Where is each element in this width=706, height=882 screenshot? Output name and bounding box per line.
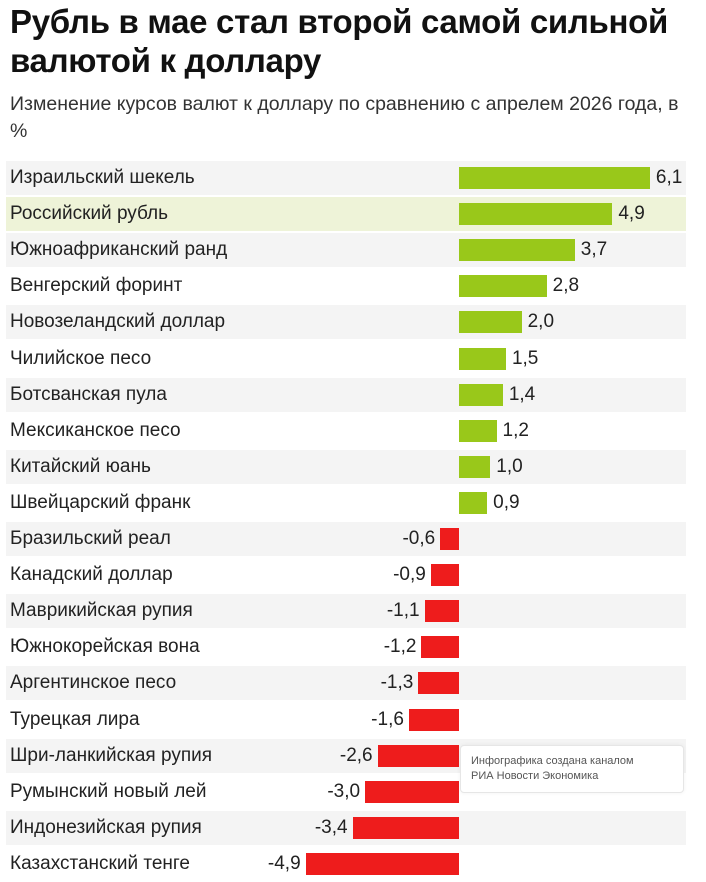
value-label: 1,5 <box>511 347 539 369</box>
category-label: Ботсванская пула <box>10 383 167 405</box>
value-label: 3,7 <box>580 239 608 261</box>
category-label: Индонезийская рупия <box>10 816 202 838</box>
bar <box>459 347 506 370</box>
category-label: Шри-ланкийская рупия <box>10 744 213 766</box>
chart-row-bg <box>6 377 686 412</box>
value-label: -3,4 <box>314 816 348 838</box>
value-label: -1,6 <box>371 708 404 730</box>
category-label: Аргентинское песо <box>10 672 177 694</box>
category-label: Венгерский форинт <box>10 275 183 297</box>
value-label: 1,0 <box>496 455 523 477</box>
category-label: Канадский доллар <box>10 564 173 586</box>
bar <box>440 528 459 550</box>
category-label: Южноафриканский ранд <box>10 239 228 261</box>
bar <box>305 852 459 875</box>
bar <box>459 311 522 334</box>
value-label: 0,9 <box>493 491 520 513</box>
chart-row-bg <box>6 449 686 484</box>
value-label: 2,0 <box>527 311 555 333</box>
chart-subtitle: Изменение курсов валют к доллару по срав… <box>10 93 679 142</box>
category-label: Бразильский реал <box>10 528 171 549</box>
credit-line-1: Инфографика создана каналом <box>471 755 634 767</box>
category-label: Новозеландский доллар <box>10 311 226 333</box>
bar <box>424 600 459 623</box>
category-label: Южнокорейская вона <box>10 636 200 658</box>
category-label: Китайский юань <box>10 455 151 477</box>
bar <box>459 383 503 406</box>
bar <box>408 708 459 731</box>
category-label: Турецкая лира <box>10 708 140 730</box>
value-label: 1,2 <box>502 419 529 441</box>
bar <box>418 672 459 695</box>
category-label: Чилийское песо <box>10 347 152 369</box>
category-label: Швейцарский франк <box>10 491 191 513</box>
bar <box>459 203 613 226</box>
chart-row-bg <box>6 522 686 556</box>
value-label: -1,1 <box>386 600 420 622</box>
value-label: -4,9 <box>267 852 301 874</box>
bar <box>377 744 459 767</box>
chart-title: Рубль в мае стал второй самой сильной ва… <box>10 3 669 79</box>
bar <box>459 419 497 442</box>
chart-row-bg <box>6 594 686 629</box>
bar <box>430 564 459 587</box>
value-label: -1,3 <box>380 672 414 694</box>
bar <box>459 167 650 189</box>
bar <box>459 455 491 478</box>
bar-chart: Израильский шекель 6,1 Российский рубль 4,9… <box>0 160 706 882</box>
value-label: 6,1 <box>655 167 683 188</box>
bar <box>459 275 547 298</box>
category-label: Казахстанский тенге <box>10 852 190 874</box>
value-label: 4,9 <box>618 203 645 225</box>
category-label: Мексиканское песо <box>10 419 181 441</box>
value-label: 1,4 <box>508 383 536 405</box>
value-label: -3,0 <box>327 780 361 802</box>
chart-row-bg <box>6 305 686 340</box>
category-label: Израильский шекель <box>10 167 195 188</box>
credit-box: Инфографика создана каналом РИА Новости … <box>460 745 684 793</box>
bar <box>352 816 459 839</box>
category-label: Российский рубль <box>10 203 169 225</box>
category-label: Маврикийская рупия <box>10 600 193 622</box>
bar <box>459 491 488 514</box>
value-label: -2,6 <box>339 744 373 766</box>
value-label: 2,8 <box>552 275 580 297</box>
value-label: -0,9 <box>393 564 426 586</box>
category-label: Румынский новый лей <box>10 780 207 802</box>
bar <box>459 239 575 262</box>
credit-line-2: РИА Новости Экономика <box>471 770 599 782</box>
value-label: -1,2 <box>383 636 417 658</box>
chart-row-bg <box>6 810 686 845</box>
chart-row-bg <box>6 666 686 701</box>
bar <box>421 636 459 659</box>
bar <box>365 780 459 803</box>
value-label: -0,6 <box>402 528 436 549</box>
